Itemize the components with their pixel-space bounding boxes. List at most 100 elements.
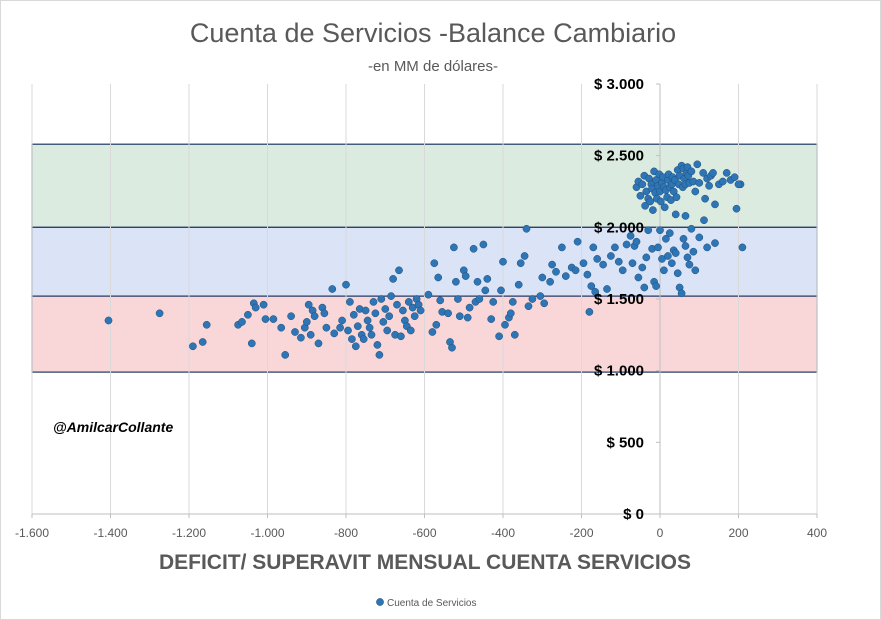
data-point-244 [681, 212, 690, 220]
y-tick-label-4: $ 2.000 [594, 219, 644, 236]
x-tick-label-9: 200 [728, 526, 748, 540]
data-point-39 [353, 322, 362, 331]
data-point-53 [381, 305, 390, 313]
x-tick-label-3: -1.000 [250, 526, 284, 540]
data-point-185 [646, 197, 655, 206]
data-point-56 [387, 292, 395, 300]
data-point-155 [664, 252, 672, 260]
data-point-233 [705, 181, 713, 190]
data-point-137 [622, 240, 631, 249]
data-point-76 [434, 273, 443, 282]
data-point-7 [244, 310, 252, 319]
data-point-75 [432, 320, 441, 329]
x-tick-label-2: -1.200 [172, 526, 206, 540]
data-point-35 [346, 298, 354, 306]
watermark: @AmilcarCollante [53, 419, 173, 435]
data-point-125 [583, 270, 592, 279]
data-point-3 [198, 338, 207, 346]
data-point-172 [711, 239, 719, 247]
data-point-66 [406, 326, 415, 335]
data-point-188 [649, 206, 657, 214]
data-point-109 [520, 252, 529, 260]
data-point-243 [700, 216, 708, 225]
data-point-238 [718, 177, 727, 186]
data-point-6 [238, 318, 246, 326]
data-point-169 [691, 266, 700, 275]
data-point-168 [689, 247, 698, 256]
data-point-99 [495, 332, 503, 341]
data-point-120 [561, 272, 570, 280]
y-tick-label-1: $ 500 [606, 434, 644, 451]
x-tick-label-7: -200 [569, 526, 593, 540]
data-point-196 [656, 197, 665, 206]
data-point-166 [685, 260, 694, 269]
data-point-17 [291, 328, 299, 336]
data-point-90 [469, 244, 478, 253]
data-point-28 [322, 323, 331, 332]
data-point-32 [338, 316, 346, 325]
data-point-52 [379, 318, 388, 326]
data-point-36 [348, 335, 356, 343]
data-point-143 [638, 263, 647, 272]
data-point-10 [251, 303, 260, 312]
data-point-119 [558, 243, 566, 252]
data-point-34 [344, 326, 352, 335]
data-point-13 [269, 315, 278, 323]
y-tick-label-5: $ 2.500 [594, 148, 644, 165]
data-point-11 [259, 300, 268, 309]
legend-label: Cuenta de Servicios [387, 598, 477, 609]
data-point-236 [711, 200, 719, 209]
data-point-114 [538, 273, 547, 282]
data-point-101 [499, 257, 507, 266]
data-point-8 [247, 339, 256, 348]
data-point-228 [693, 160, 702, 169]
data-point-117 [548, 260, 556, 269]
data-points [104, 160, 747, 359]
data-point-175 [738, 243, 747, 252]
data-point-59 [393, 300, 401, 309]
data-point-110 [522, 224, 531, 233]
data-point-21 [304, 300, 313, 309]
data-point-16 [287, 312, 295, 321]
data-point-115 [540, 299, 549, 308]
data-point-47 [369, 298, 378, 306]
data-point-179 [638, 180, 647, 189]
data-point-167 [687, 224, 696, 233]
data-point-113 [536, 292, 545, 300]
data-point-134 [611, 243, 619, 252]
data-point-73 [428, 328, 437, 336]
data-point-94 [479, 240, 488, 249]
data-point-133 [607, 252, 615, 260]
data-point-142 [634, 273, 643, 282]
data-point-173 [732, 204, 741, 213]
data-point-157 [667, 259, 676, 268]
data-point-46 [367, 330, 376, 339]
data-point-45 [365, 323, 374, 332]
data-point-29 [328, 285, 337, 293]
data-point-89 [465, 303, 474, 312]
data-point-111 [524, 302, 533, 311]
data-point-144 [640, 283, 649, 292]
x-axis-label: DEFICIT/ SUPERAVIT MENSUAL CUENTA SERVIC… [159, 551, 691, 574]
data-point-27 [320, 309, 329, 318]
data-point-163 [679, 234, 688, 243]
chart-subtitle: -en MM de dólares- [368, 58, 498, 75]
data-point-57 [389, 275, 397, 283]
x-tick-label-6: -400 [491, 526, 515, 540]
data-point-48 [371, 309, 380, 318]
data-point-24 [310, 312, 319, 321]
data-point-42 [359, 335, 368, 343]
data-point-212 [672, 193, 681, 202]
data-point-123 [573, 237, 582, 246]
data-point-178 [636, 191, 645, 200]
data-point-30 [330, 329, 339, 338]
data-point-79 [444, 309, 452, 318]
data-point-4 [202, 320, 211, 329]
data-point-54 [383, 326, 392, 335]
data-point-88 [463, 313, 472, 322]
data-point-104 [506, 309, 515, 318]
data-point-124 [579, 259, 588, 268]
axes [31, 83, 818, 518]
y-tick-label-3: $ 1.500 [594, 291, 644, 308]
data-point-171 [703, 243, 711, 252]
